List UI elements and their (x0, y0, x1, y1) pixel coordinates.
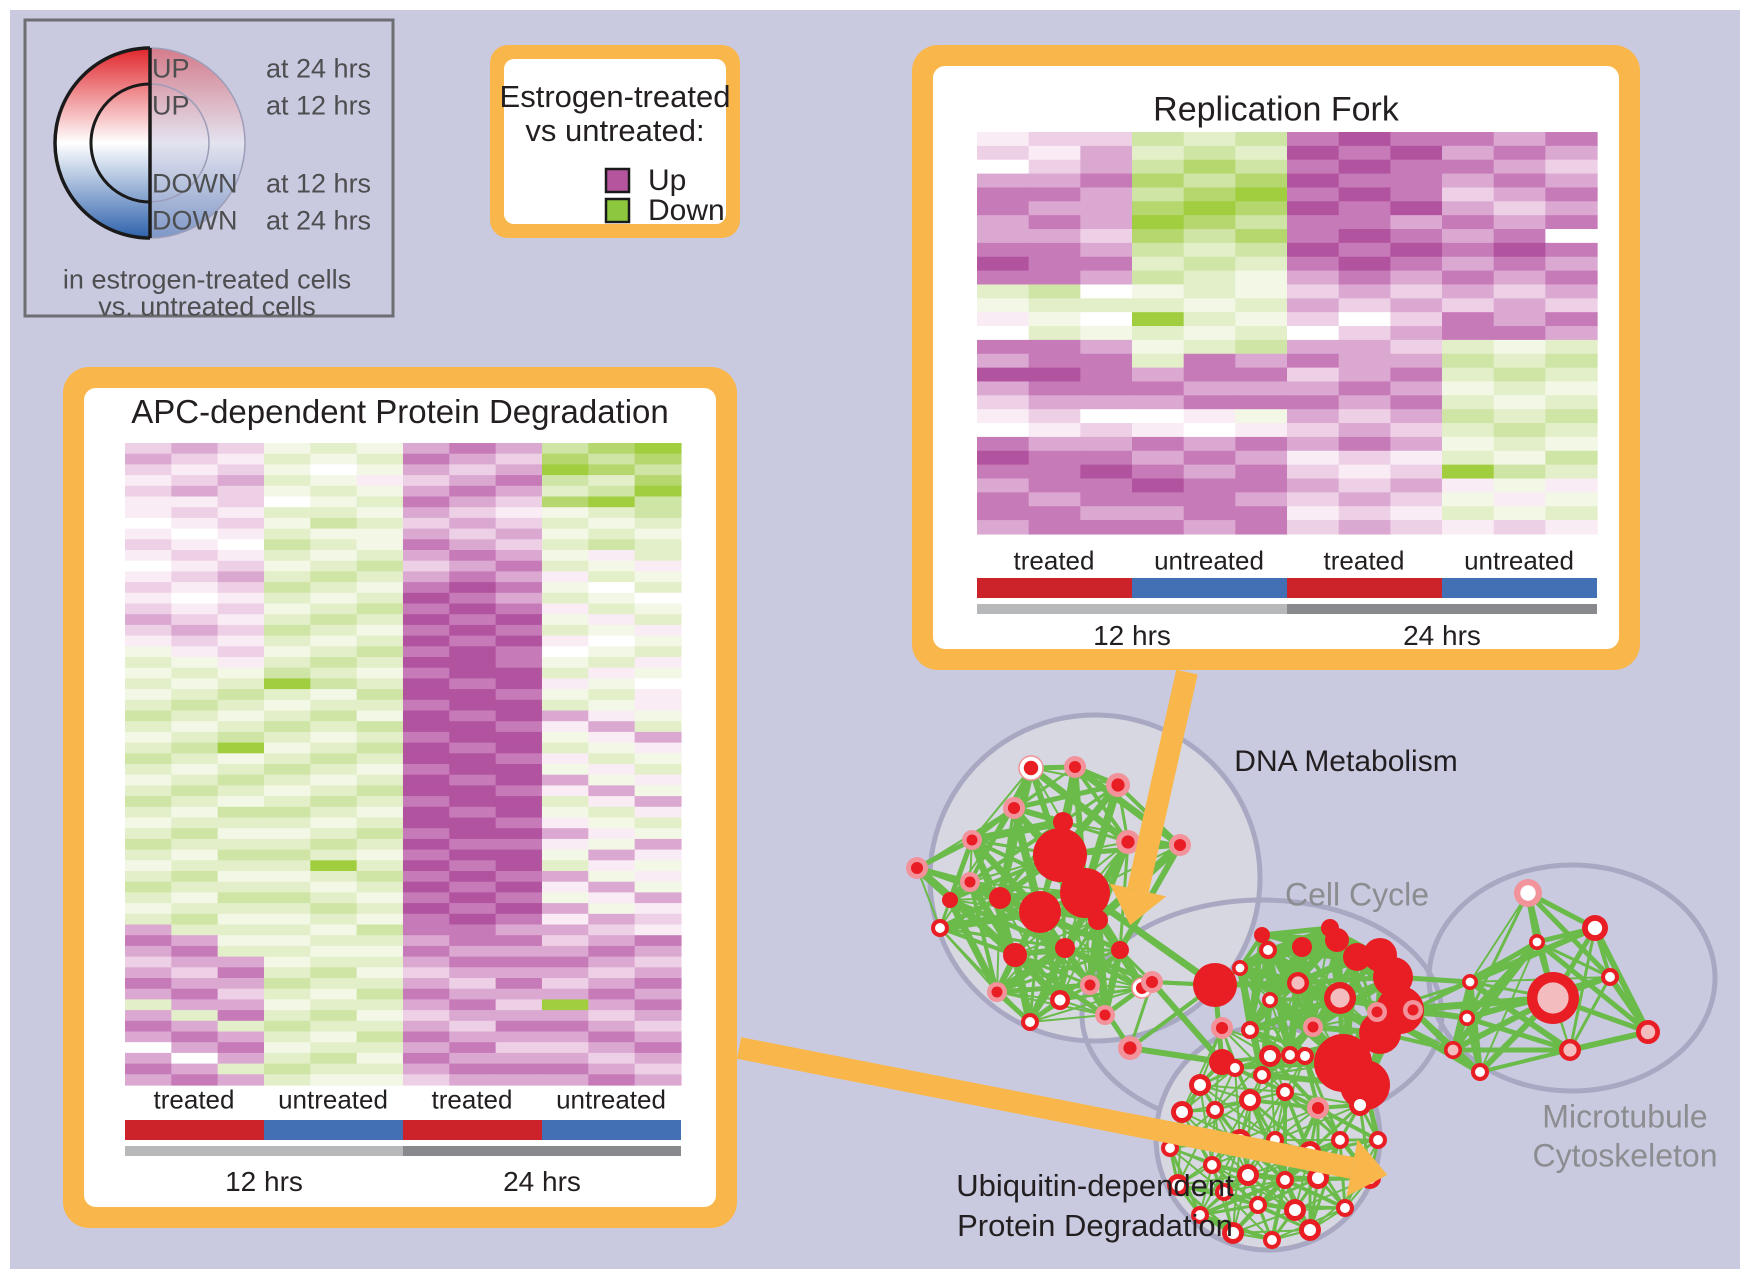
gene-node-solid (1053, 812, 1073, 832)
gene-node-solid (1254, 927, 1270, 943)
updown-gradient-circles (53, 46, 246, 240)
estrogen-legend-inner (504, 59, 726, 224)
rf-time-label-24hrs: 24 hrs (1403, 620, 1481, 651)
rf-heatmap (977, 132, 1598, 535)
rf-group-label-untreated-12: untreated (1154, 545, 1264, 576)
apc-group-label-untreated-12: untreated (278, 1084, 388, 1115)
network-label-ubiquitin-line2: Protein Degradation (957, 1208, 1233, 1243)
network-label-microtubule-line2: Cytoskeleton (1532, 1137, 1718, 1174)
network-label-ubiquitin-line1: Ubiquitin-dependent (956, 1168, 1234, 1203)
rf-group-label-untreated-24: untreated (1464, 545, 1574, 576)
legend-footer-line2: vs. untreated cells (98, 291, 316, 322)
legend-up12-time: at 12 hrs (266, 90, 372, 121)
apc-group-label-treated-24: treated (431, 1084, 513, 1115)
apc-condition-bars (125, 1120, 681, 1156)
legend-up24-time: at 24 hrs (266, 53, 372, 84)
estrogen-legend-title-line1: Estrogen-treated (499, 79, 731, 114)
estrogen-legend-up-label: Up (648, 164, 687, 197)
gene-node-solid (1003, 943, 1027, 967)
gene-node-solid (1359, 1012, 1401, 1054)
annotation-arrows (736, 669, 1388, 1197)
gene-node-solid (942, 892, 958, 908)
apc-arrowhead (1346, 1139, 1388, 1197)
gene-node-solid (1321, 919, 1339, 937)
rf-group-label-treated-24: treated (1323, 545, 1405, 576)
apc-group-label-untreated-24: untreated (556, 1084, 666, 1115)
apc-group-label-treated-12: treated (153, 1084, 235, 1115)
legend-up24-dir: UP (152, 53, 190, 84)
estrogen-legend-down-label: Down (648, 194, 725, 227)
network-label-dna-metabolism: DNA Metabolism (1234, 745, 1458, 778)
rf-panel-title: Replication Fork (1153, 90, 1399, 129)
gene-node-solid (1111, 941, 1129, 959)
down-color-swatch (604, 197, 631, 224)
rf-arrowhead (1109, 883, 1167, 926)
rf-to-dna-arrow (1127, 669, 1198, 893)
apc-time-label-24hrs: 24 hrs (503, 1166, 581, 1197)
estrogen-legend-title-line2: vs untreated: (525, 113, 705, 148)
legend-down12-time: at 12 hrs (266, 168, 372, 199)
gene-node-solid (1292, 937, 1312, 957)
network-label-microtubule-line1: Microtubule (1542, 1098, 1708, 1135)
up-color-swatch (604, 167, 631, 194)
legend-footer-line1: in estrogen-treated cells (62, 264, 352, 295)
legend-down24-dir: DOWN (152, 205, 238, 236)
legend-up12-dir: UP (152, 90, 190, 121)
legend-down12-dir: DOWN (152, 168, 238, 199)
rf-condition-bars (977, 578, 1597, 614)
rf-time-label-12hrs: 12 hrs (1093, 620, 1171, 651)
apc-heatmap (125, 443, 682, 1086)
gene-node-solid (1019, 891, 1061, 933)
apc-to-ubiquitin-arrow (736, 1037, 1355, 1179)
outer-left-outline (53, 46, 151, 240)
rf-group-label-treated-12: treated (1013, 545, 1095, 576)
inner-right-outline (149, 83, 210, 203)
apc-time-label-12hrs: 12 hrs (225, 1166, 303, 1197)
inner-left-outline (89, 82, 151, 204)
network-label-cell-cycle: Cell Cycle (1284, 876, 1430, 913)
gene-node-solid (1088, 910, 1108, 930)
gene-node-solid (1060, 868, 1110, 918)
network-nodes (906, 755, 1660, 1249)
gene-node-solid (1193, 963, 1237, 1007)
gene-node-solid (1033, 828, 1087, 882)
legend-down24-time: at 24 hrs (266, 205, 372, 236)
apc-condition-bars-24hrs-bar (403, 1146, 681, 1156)
faded-right-half (150, 48, 245, 238)
gene-node-solid (1055, 938, 1075, 958)
updown-legend-box (23, 18, 395, 318)
outer-right-outline (149, 47, 246, 239)
apc-condition-bars-12hrs-bar (125, 1146, 403, 1156)
gene-node-solid (989, 887, 1011, 909)
rf-condition-bars-12hrs-bar (977, 604, 1287, 614)
apc-panel-title: APC-dependent Protein Degradation (131, 393, 669, 430)
rf-condition-bars-24hrs-bar (1287, 604, 1597, 614)
